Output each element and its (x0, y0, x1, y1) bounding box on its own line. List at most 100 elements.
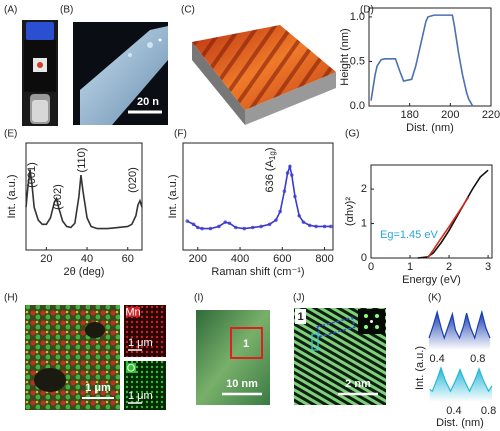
y-tick-label: 0.5 (350, 55, 365, 67)
panel-label: (A) (4, 5, 17, 16)
marker (293, 194, 297, 199)
scale-bar-label: 10 nm (226, 378, 258, 390)
marker (259, 224, 263, 229)
panel-label: (F) (174, 129, 187, 140)
marker (191, 222, 196, 227)
y-axis-label: Int. (a.u.) (167, 174, 179, 218)
line (429, 365, 493, 393)
x-tick-label: 0 (368, 261, 374, 273)
marker (208, 226, 213, 231)
marker (282, 189, 287, 193)
marker (200, 226, 204, 231)
x-tick-label: 0.4 (446, 405, 461, 417)
x-tick-label: 3 (485, 261, 491, 273)
x-tick-label: 200 (189, 253, 207, 265)
panel-label: (K) (428, 293, 441, 304)
x-tick-label: 40 (81, 253, 93, 265)
marker (288, 164, 292, 169)
line (186, 163, 331, 230)
y-tick-label: 2 (361, 183, 367, 195)
scale-bar-label: 1 μm (128, 390, 153, 402)
y-tick-label: 1.0 (350, 11, 365, 23)
area (429, 312, 490, 350)
plot-frame (368, 7, 492, 107)
scale-bar-label: 1 μm (128, 337, 153, 349)
x-tick-label: 0.8 (470, 353, 485, 365)
x-tick-label: 180 (400, 109, 418, 121)
x-tick-label: 0.8 (481, 405, 496, 417)
y-tick-label: 0.0 (350, 100, 365, 112)
x-tick-label: 200 (441, 109, 459, 121)
panel-label: (H) (4, 293, 18, 304)
afm-3d (192, 25, 336, 125)
marker (307, 223, 312, 228)
marker (290, 173, 294, 177)
line (426, 196, 470, 259)
panel-label: (J) (293, 293, 305, 304)
marker (242, 226, 247, 231)
marker (314, 224, 318, 229)
x-tick-label: 400 (231, 253, 249, 265)
annotation-part: 636 (A (264, 159, 276, 192)
lattice-image: 1 2 nm (294, 308, 386, 405)
x-axis-label: Dist. (nm) (406, 122, 454, 134)
marker (250, 225, 255, 230)
x-axis-label: Energy (eV) (402, 274, 461, 286)
marker (195, 225, 200, 230)
marker (223, 220, 228, 224)
marker (285, 171, 290, 175)
x-tick-label: 0.4 (429, 353, 444, 365)
marker (278, 209, 282, 214)
plot-frame (182, 142, 334, 251)
line (428, 309, 491, 340)
scale-bar-label: 2 nm (345, 378, 371, 390)
panel-label: (D) (360, 5, 374, 16)
line (25, 169, 143, 230)
marker (301, 220, 306, 224)
y-tick-label: 1 (361, 217, 367, 229)
scale-bar-label: 1 μm (85, 382, 111, 394)
panel-label: (B) (60, 5, 73, 16)
element-label: O (127, 362, 136, 374)
marker (227, 221, 232, 226)
panel-label: (I) (194, 293, 203, 304)
marker (329, 224, 333, 229)
tem-image: 1 10 nm (196, 310, 270, 405)
region-label: 1 (297, 311, 303, 323)
x-axis-label: Raman shift (cm⁻¹) (211, 266, 304, 278)
photo-vial (22, 20, 58, 126)
element-label: Mn (125, 306, 140, 318)
x-tick-label: 2 (446, 261, 452, 273)
x-tick-label: 60 (122, 253, 134, 265)
panel-label: (E) (4, 129, 17, 140)
afm-image: 20 n (73, 22, 168, 125)
x-tick-label: 1 (407, 261, 413, 273)
marker (185, 219, 190, 223)
annotation: (020) (127, 167, 139, 193)
y-tick-label: 0 (361, 252, 367, 264)
annotation: 636 (A1g) (264, 148, 277, 193)
plot-frame (370, 164, 493, 259)
marker (297, 213, 301, 218)
marker (267, 222, 272, 227)
annotation: (110) (76, 148, 88, 173)
x-axis-label: Dist. (nm) (436, 417, 484, 429)
annotation: (002) (52, 184, 64, 210)
x-tick-label: 600 (273, 253, 291, 265)
y-axis-label: Int. (a.u.) (414, 346, 426, 390)
annotation-part: 1g (268, 151, 277, 160)
marker (274, 218, 278, 222)
y-axis-label: Height (nm) (339, 28, 351, 85)
annotation-part: ) (264, 148, 276, 152)
region-label: 1 (243, 338, 249, 350)
eds-map: 1 μm Mn 1 μm O 1 μm (25, 305, 166, 410)
x-axis-label: 2θ (deg) (64, 266, 105, 278)
y-axis-label: (αhν)² (344, 197, 356, 226)
panel-label: (C) (181, 5, 195, 16)
panel-label: (G) (345, 129, 359, 140)
marker (217, 224, 221, 229)
annotation: Eg=1.45 eV (380, 229, 438, 241)
line (417, 169, 489, 259)
